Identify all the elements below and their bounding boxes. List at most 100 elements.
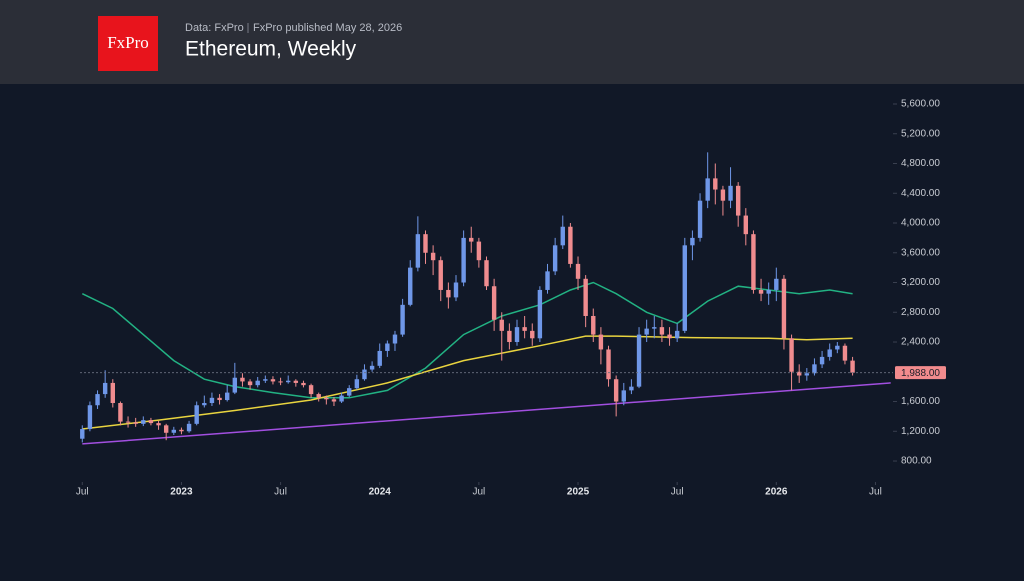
candle-body <box>163 425 169 433</box>
candle-body <box>247 381 253 386</box>
candle-body <box>430 252 436 261</box>
x-tick-label: 2026 <box>765 487 788 498</box>
candle-body <box>530 330 535 339</box>
candle-body <box>842 345 848 361</box>
candle-body <box>606 349 611 380</box>
candle-body <box>240 377 245 382</box>
candle-body <box>766 289 771 294</box>
candle-body <box>148 420 154 424</box>
indicator-line <box>82 335 853 430</box>
candle-body <box>621 390 626 402</box>
y-tick-label: 800.00 <box>901 456 932 467</box>
candle-body <box>423 234 428 253</box>
last-price-box <box>895 366 946 380</box>
candle-body <box>438 260 443 290</box>
candle-body <box>408 267 413 305</box>
indicator-line <box>82 382 891 445</box>
candle-body <box>217 397 222 401</box>
candle-body <box>392 334 398 344</box>
y-tick-label: 1,200.00 <box>901 426 940 437</box>
candle-body <box>522 327 527 331</box>
x-tick-label: 2024 <box>369 487 392 498</box>
candle-body <box>789 338 794 372</box>
candle-body <box>781 278 787 339</box>
candle-body <box>720 189 726 201</box>
candle-body <box>743 215 749 235</box>
candle-body <box>583 278 588 316</box>
candle-body <box>644 328 649 335</box>
published: FxPro published May 28, 2026 <box>253 22 402 34</box>
y-tick-label: 5,200.00 <box>901 128 940 139</box>
candle-body <box>347 388 352 396</box>
candle-body <box>339 395 344 402</box>
candle-body <box>263 379 268 381</box>
candle-body <box>674 330 680 339</box>
candle-body <box>286 380 291 383</box>
candle-body <box>835 345 840 350</box>
header-bar <box>0 0 1024 84</box>
candle-body <box>179 429 184 432</box>
x-tick-label: Jul <box>869 487 882 498</box>
candle-body <box>629 386 634 391</box>
candle-body <box>507 330 512 343</box>
candle-body <box>659 327 665 335</box>
candle-body <box>125 421 131 423</box>
candle-body <box>156 423 161 426</box>
candle-body <box>202 403 207 406</box>
candle-body <box>209 397 215 404</box>
candle-body <box>591 315 596 335</box>
y-tick-label: 2,400.00 <box>901 337 940 348</box>
candle-body <box>224 392 230 401</box>
candle-body <box>453 282 459 298</box>
source: Data: FxPro <box>185 22 244 34</box>
y-tick-label: 3,600.00 <box>901 247 940 258</box>
y-tick-label: 4,800.00 <box>901 158 940 169</box>
candle-body <box>324 397 329 400</box>
candle-body <box>80 429 85 439</box>
candle-body <box>301 382 306 386</box>
candle-body <box>613 379 619 402</box>
candle-body <box>774 278 779 290</box>
candle-body <box>385 343 390 351</box>
plot-area: 800.00 1,200.00 1,600.00 2,400.00 2,800.00 3,… <box>76 99 946 498</box>
candle-body <box>575 263 581 279</box>
candle-body <box>270 379 276 382</box>
candle-body <box>331 399 337 402</box>
candle-body <box>476 241 482 261</box>
y-tick-label: 4,000.00 <box>901 218 940 229</box>
candle-body <box>514 327 520 343</box>
candle-body <box>316 394 321 398</box>
candle-body <box>102 382 108 395</box>
y-tick-label: 1,600.00 <box>901 396 940 407</box>
logo-box <box>98 16 158 71</box>
candle-body <box>728 185 733 201</box>
x-tick-label: Jul <box>76 487 89 498</box>
candle-body <box>705 178 710 201</box>
y-tick-label: 2,800.00 <box>901 307 940 318</box>
candle-body <box>812 364 817 374</box>
candle-body <box>461 237 466 283</box>
candle-body <box>827 349 832 357</box>
candle-body <box>362 369 367 380</box>
x-tick-label: Jul <box>671 487 684 498</box>
candle-body <box>133 422 138 424</box>
candle-body <box>682 245 687 331</box>
candle-body <box>369 365 375 370</box>
candle-body <box>308 385 314 395</box>
y-tick-label: 5,600.00 <box>901 99 940 110</box>
candle-body <box>636 334 642 387</box>
candle-body <box>552 245 558 272</box>
candle-body <box>796 371 802 376</box>
candle-body <box>255 380 260 386</box>
candle-body <box>819 356 825 365</box>
candle-body <box>850 360 855 373</box>
candle-body <box>95 394 100 406</box>
candle-body <box>484 260 489 287</box>
last-price-label: 1,988.00 <box>901 368 940 379</box>
logo-text: FxPro <box>107 33 149 52</box>
candle-body <box>469 237 474 242</box>
candle-body <box>118 403 123 422</box>
